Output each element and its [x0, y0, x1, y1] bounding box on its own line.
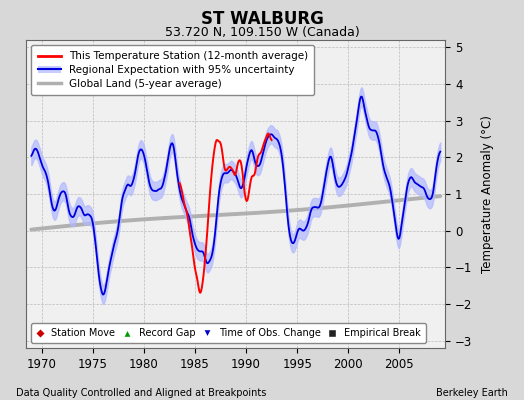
- Text: 53.720 N, 109.150 W (Canada): 53.720 N, 109.150 W (Canada): [165, 26, 359, 39]
- Text: Data Quality Controlled and Aligned at Breakpoints: Data Quality Controlled and Aligned at B…: [16, 388, 266, 398]
- Legend: Station Move, Record Gap, Time of Obs. Change, Empirical Break: Station Move, Record Gap, Time of Obs. C…: [31, 324, 425, 343]
- Y-axis label: Temperature Anomaly (°C): Temperature Anomaly (°C): [481, 115, 494, 273]
- Text: ST WALBURG: ST WALBURG: [201, 10, 323, 28]
- Text: Berkeley Earth: Berkeley Earth: [436, 388, 508, 398]
